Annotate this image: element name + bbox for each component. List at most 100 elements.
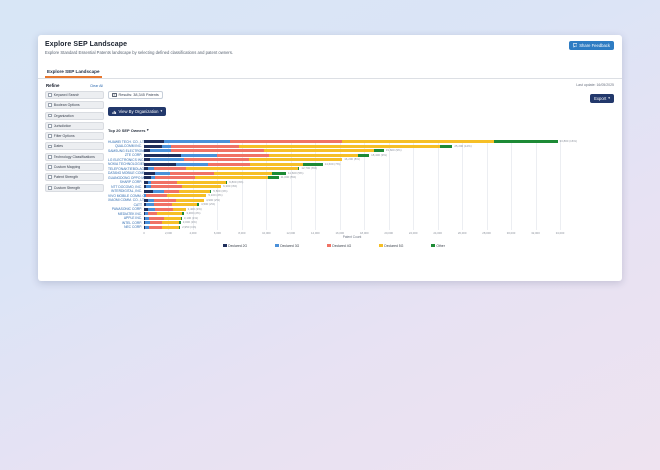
sidebar-item-organization[interactable]: Organization [45,111,104,120]
bar-segment-declared-4g[interactable] [153,167,186,171]
company-label[interactable]: INTEL CORP. [121,220,142,225]
bar-segment-declared-5g[interactable] [239,144,441,148]
bar-segment-declared-2g[interactable] [144,216,146,220]
legend-item-declared-4g[interactable]: Declared 4G [327,244,351,248]
clear-all-link[interactable]: Clear All [89,84,103,88]
bar-segment-other[interactable] [267,176,279,180]
company-label[interactable]: NEC CORP. [124,225,142,230]
bar-segment-declared-5g[interactable] [181,185,222,189]
bar-segment-declared-5g[interactable] [177,180,226,184]
company-label[interactable]: DATANG MOBILE COMM. EQUIP. [108,171,144,176]
company-label[interactable]: GUANGDONG OPPO MOBILE TELECOM. [108,175,144,180]
bar-segment-other[interactable] [298,167,300,171]
company-label[interactable]: APPLE INC. [123,216,142,221]
bar-segment-declared-2g[interactable] [144,171,155,175]
bar-segment-declared-5g[interactable] [179,189,211,193]
bar-segment-declared-2g[interactable] [144,225,146,229]
bar-segment-declared-3g[interactable] [151,176,155,180]
checkbox-icon[interactable] [48,113,52,118]
bar-segment-declared-3g[interactable] [145,221,151,225]
share-feedback-button[interactable]: Share Feedback [568,41,614,50]
bar-segment-declared-5g[interactable] [172,203,197,207]
bar-segment-declared-5g[interactable] [173,207,186,211]
checkbox-icon[interactable] [48,103,52,108]
bar-segment-declared-3g[interactable] [155,171,170,175]
company-label[interactable]: PANASONIC CORP. [111,207,142,212]
bar-segment-declared-4g[interactable] [146,194,168,198]
bar-segment-declared-2g[interactable] [144,144,163,148]
legend-item-other[interactable]: Other [431,244,445,248]
bar-segment-declared-2g[interactable] [144,167,148,171]
checkbox-icon[interactable] [48,123,52,128]
bar-segment-declared-3g[interactable] [175,162,208,166]
bar-segment-declared-3g[interactable] [146,185,152,189]
bar-segment-declared-4g[interactable] [153,198,176,202]
bar-segment-other[interactable] [180,216,182,220]
bar-segment-declared-3g[interactable] [144,194,147,198]
company-label[interactable]: XIAOMI COMM. CO., LTD. [108,198,144,203]
bar-segment-declared-2g[interactable] [144,158,151,162]
bar-segment-declared-4g[interactable] [148,216,164,220]
bar-segment-declared-5g[interactable] [263,149,374,153]
export-button[interactable]: Export ▾ [590,94,614,103]
bar-segment-declared-4g[interactable] [148,225,163,229]
bar-segment-declared-2g[interactable] [144,207,148,211]
bar-segment-declared-3g[interactable] [145,212,148,216]
company-label[interactable]: ZTE CORP. [124,153,142,158]
bar-segment-declared-5g[interactable] [167,194,207,198]
legend-item-declared-5g[interactable]: Declared 5G [379,244,403,248]
bar-segment-declared-2g[interactable] [144,180,148,184]
bar-segment-declared-3g[interactable] [162,144,171,148]
bar-segment-declared-5g[interactable] [213,171,273,175]
bar-segment-other[interactable] [179,221,181,225]
bar-segment-other[interactable] [225,180,228,184]
bar-segment-declared-5g[interactable] [162,221,180,225]
company-label[interactable]: LG ELECTRONICS INC. [108,157,144,162]
remove-filter-icon[interactable]: ✕ [112,92,117,98]
bar-segment-declared-2g[interactable] [144,185,147,189]
checkbox-icon[interactable] [48,175,52,180]
bar-segment-declared-3g[interactable] [163,140,230,144]
company-label[interactable]: INTERDIGITAL, INC. [111,189,142,194]
bar-segment-declared-5g[interactable] [185,167,299,171]
bar-segment-other[interactable] [374,149,384,153]
bar-segment-declared-2g[interactable] [144,212,146,216]
bar-segment-other[interactable] [303,162,323,166]
company-label[interactable]: SAMSUNG ELECTRONICS CO., LTD. [108,148,144,153]
tab-explore-sep-landscape[interactable]: Explore SEP Landscape [45,67,102,78]
bar-segment-other[interactable] [178,225,181,229]
bar-segment-declared-4g[interactable] [184,158,250,162]
bar-segment-declared-2g[interactable] [144,203,147,207]
sidebar-item-custom-strength[interactable]: Custom Strength [45,183,104,192]
company-label[interactable]: NTT DOCOMO, INC. [111,184,142,189]
bar-segment-declared-4g[interactable] [154,176,196,180]
company-label[interactable]: SHARP CORP. [119,180,142,185]
checkbox-icon[interactable] [48,93,52,97]
bar-segment-declared-3g[interactable] [150,149,171,153]
bar-segment-declared-3g[interactable] [152,189,164,193]
checkbox-icon[interactable] [48,185,52,190]
checkbox-icon[interactable] [48,154,52,159]
bar-segment-declared-5g[interactable] [163,216,181,220]
legend-item-declared-3g[interactable]: Declared 3G [275,244,299,248]
bar-segment-declared-2g[interactable] [144,176,152,180]
company-label[interactable]: MEDIATEK INC. [117,211,142,216]
sidebar-item-custom-mapping[interactable]: Custom Mapping [45,163,104,172]
bar-segment-declared-4g[interactable] [151,180,177,184]
bar-segment-declared-5g[interactable] [342,140,494,144]
bar-segment-declared-4g[interactable] [217,153,269,157]
bar-segment-declared-3g[interactable] [147,198,154,202]
top-sep-owners-dropdown[interactable]: Top 20 SEP Owners ▾ [108,128,149,133]
bar-segment-declared-4g[interactable] [170,149,264,153]
bar-segment-other[interactable] [493,140,558,144]
sidebar-item-patent-strength[interactable]: Patent Strength [45,173,104,182]
bar-segment-declared-3g[interactable] [145,225,149,229]
bar-segment-declared-5g[interactable] [162,225,179,229]
bar-segment-other[interactable] [440,144,453,148]
company-label[interactable]: HUAWEI TECH. CO., LTD. [108,139,144,144]
company-label[interactable]: CATT [133,202,142,207]
legend-item-declared-2g[interactable]: Declared 2G [223,244,247,248]
bar-segment-declared-4g[interactable] [150,221,163,225]
bar-segment-other[interactable] [181,212,185,216]
bar-segment-other[interactable] [196,203,200,207]
